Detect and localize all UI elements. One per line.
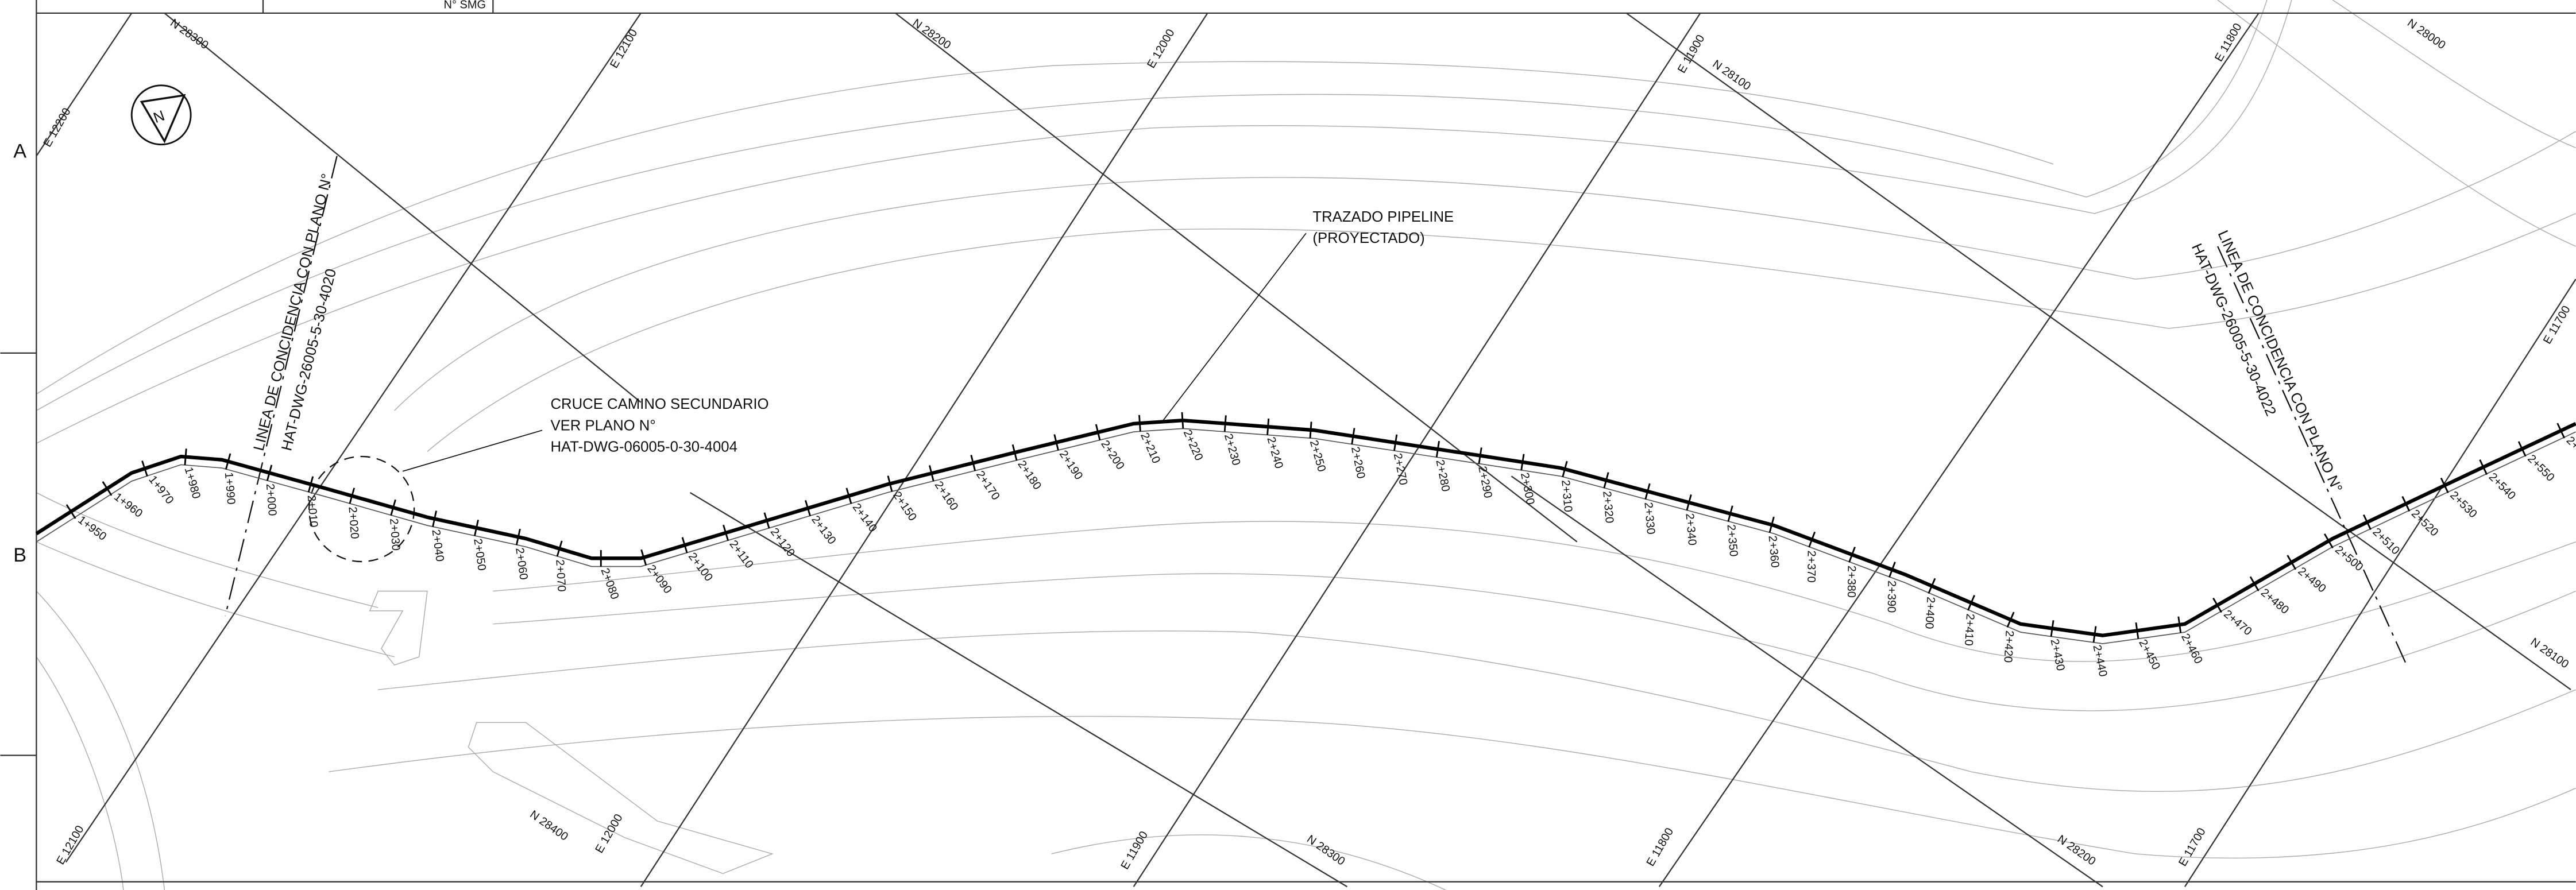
station-label: 2+380 [1845, 566, 1858, 598]
station-label: 1+990 [222, 472, 237, 505]
station-label: 2+340 [1683, 513, 1698, 546]
station-tick [1139, 415, 1140, 432]
station-label: 2+310 [1559, 479, 1574, 513]
station-label: 2+350 [1724, 524, 1740, 557]
station-label: 2+370 [1805, 550, 1818, 582]
station-label: 2+320 [1600, 490, 1616, 524]
callout-text: CRUCE CAMINO SECUNDARIO [550, 396, 768, 412]
drawing: N° SMG A B E 12200 N 28300 E 12100 N 282… [0, 0, 2576, 890]
station-label: 2+000 [264, 483, 279, 517]
station-label: 2+070 [553, 559, 567, 592]
station-label: 2+390 [1885, 581, 1898, 613]
row-label: B [13, 544, 26, 566]
callout-text: TRAZADO PIPELINE [1312, 209, 1454, 225]
station-label: 2+420 [2002, 630, 2016, 663]
callout-text: HAT-DWG-06005-0-30-4004 [550, 439, 737, 455]
page: N° SMG A B E 12200 N 28300 E 12100 N 282… [0, 0, 2576, 890]
sheet-ref: N° SMG [444, 0, 486, 11]
background [0, 0, 2575, 890]
callout-text: VER PLANO N° [550, 417, 655, 434]
station-label: 2+410 [1962, 613, 1976, 646]
station-label: 2+360 [1766, 535, 1782, 568]
callout-text: (PROYECTADO) [1312, 230, 1424, 246]
row-label: A [13, 141, 26, 162]
station-label: 2+030 [387, 518, 402, 551]
station-tick [1182, 412, 1183, 429]
station-label: 2+330 [1642, 502, 1657, 535]
station-label: 2+020 [346, 506, 361, 540]
station-label: 2+010 [305, 494, 320, 528]
station-label: 2+400 [1922, 597, 1937, 629]
